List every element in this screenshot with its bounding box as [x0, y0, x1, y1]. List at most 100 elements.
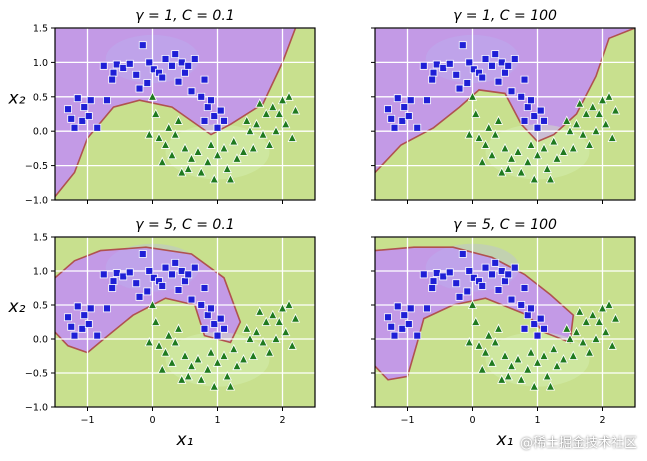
- point-class0: [200, 75, 209, 84]
- point-class0: [220, 116, 228, 125]
- point-class0: [507, 87, 516, 96]
- point-class0: [504, 61, 513, 70]
- x-tick-label: 0: [469, 415, 475, 426]
- point-class0: [197, 92, 206, 101]
- point-class1: [471, 108, 481, 118]
- point-class0: [463, 79, 472, 87]
- point-class0: [161, 263, 170, 272]
- point-class1: [594, 108, 604, 118]
- point-class1: [471, 316, 481, 326]
- point-class0: [103, 96, 111, 105]
- point-class0: [145, 267, 154, 275]
- point-class1: [212, 149, 223, 160]
- point-class1: [196, 167, 206, 177]
- point-class0: [138, 250, 147, 258]
- point-class0: [452, 70, 461, 79]
- point-class1: [186, 360, 197, 371]
- point-class0: [393, 94, 402, 103]
- point-class1: [584, 347, 595, 357]
- point-class1: [493, 323, 504, 333]
- point-class0: [413, 123, 422, 132]
- point-class1: [206, 347, 216, 357]
- point-class1: [277, 94, 288, 105]
- point-class1: [203, 364, 213, 374]
- point-class0: [465, 267, 474, 275]
- point-class1: [167, 357, 177, 367]
- axes-frame: [54, 27, 316, 201]
- point-class0: [207, 96, 215, 105]
- point-class0: [99, 270, 108, 279]
- point-class1: [529, 381, 539, 391]
- point-class1: [552, 360, 562, 371]
- point-class1: [144, 337, 154, 347]
- point-class0: [112, 269, 121, 277]
- point-class1: [562, 115, 572, 125]
- point-class1: [591, 125, 601, 136]
- point-class0: [112, 60, 121, 69]
- x-tick-label: 1: [214, 415, 220, 426]
- x-tick-label: −1: [80, 415, 94, 426]
- point-class1: [170, 129, 180, 139]
- point-class0: [171, 50, 180, 59]
- y-tick-label: −0.5: [25, 369, 48, 380]
- y-tick-label: 0.0: [33, 335, 48, 346]
- y-tick-label: 1.0: [33, 267, 48, 278]
- point-class0: [187, 295, 196, 304]
- subplot-title: γ = 1, C = 100: [453, 8, 557, 24]
- point-class1: [500, 350, 510, 360]
- point-class1: [484, 330, 494, 340]
- point-class0: [181, 277, 189, 286]
- point-class0: [138, 41, 147, 50]
- point-class0: [64, 313, 72, 322]
- point-class0: [125, 268, 134, 277]
- point-class0: [390, 123, 399, 132]
- point-class1: [480, 139, 491, 149]
- x-tick-label: 2: [279, 415, 285, 426]
- point-class1: [532, 357, 543, 367]
- point-class1: [516, 374, 526, 384]
- point-class0: [203, 311, 212, 320]
- point-class1: [222, 371, 232, 381]
- x-tick-label: −1: [400, 415, 414, 426]
- point-class0: [213, 123, 222, 132]
- point-class0: [428, 284, 437, 292]
- point-class0: [520, 324, 529, 333]
- point-class0: [540, 116, 548, 125]
- point-class0: [497, 267, 506, 275]
- point-class1: [271, 333, 281, 343]
- point-class1: [209, 381, 219, 391]
- point-class1: [147, 299, 158, 309]
- point-class0: [536, 106, 545, 115]
- point-class1: [154, 132, 164, 142]
- point-class1: [287, 340, 297, 350]
- point-class1: [193, 146, 203, 156]
- point-class0: [78, 116, 87, 125]
- point-class1: [529, 173, 539, 184]
- point-class1: [597, 303, 608, 313]
- point-class1: [160, 347, 171, 357]
- point-class1: [268, 101, 278, 112]
- point-class0: [200, 116, 209, 125]
- point-class0: [517, 301, 526, 309]
- point-class1: [549, 343, 559, 354]
- point-class0: [478, 73, 487, 82]
- point-class1: [284, 91, 294, 101]
- y-axis-label: x₂: [8, 89, 26, 109]
- point-class0: [400, 103, 409, 112]
- point-class1: [581, 108, 591, 118]
- point-class1: [545, 381, 556, 391]
- point-class1: [503, 163, 513, 173]
- point-class0: [187, 87, 196, 96]
- point-class1: [526, 139, 536, 149]
- point-class1: [497, 167, 507, 177]
- point-class0: [455, 292, 464, 301]
- y-tick-label: −1.0: [25, 403, 48, 414]
- point-class0: [73, 94, 82, 103]
- point-class0: [207, 304, 215, 313]
- point-class1: [601, 326, 611, 337]
- point-class1: [571, 118, 582, 129]
- point-class0: [429, 68, 438, 77]
- point-class0: [181, 68, 189, 77]
- point-class1: [281, 326, 291, 337]
- point-class0: [200, 284, 209, 292]
